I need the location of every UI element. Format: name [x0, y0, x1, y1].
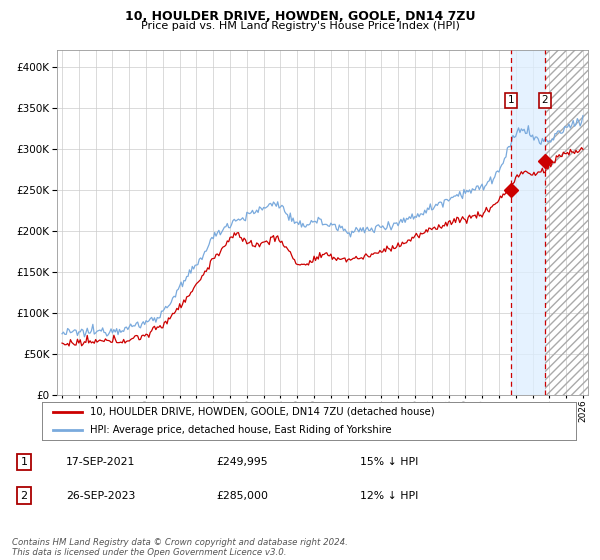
Text: 10, HOULDER DRIVE, HOWDEN, GOOLE, DN14 7ZU: 10, HOULDER DRIVE, HOWDEN, GOOLE, DN14 7… — [125, 10, 475, 23]
Text: 17-SEP-2021: 17-SEP-2021 — [66, 457, 136, 467]
Text: Contains HM Land Registry data © Crown copyright and database right 2024.
This d: Contains HM Land Registry data © Crown c… — [12, 538, 348, 557]
Text: 12% ↓ HPI: 12% ↓ HPI — [360, 491, 418, 501]
Bar — [511, 50, 545, 395]
Text: £285,000: £285,000 — [216, 491, 268, 501]
Text: 26-SEP-2023: 26-SEP-2023 — [66, 491, 136, 501]
Text: 2: 2 — [542, 95, 548, 105]
Text: 1: 1 — [508, 95, 514, 105]
Text: Price paid vs. HM Land Registry's House Price Index (HPI): Price paid vs. HM Land Registry's House … — [140, 21, 460, 31]
Text: 1: 1 — [20, 457, 28, 467]
Text: 15% ↓ HPI: 15% ↓ HPI — [360, 457, 418, 467]
Text: HPI: Average price, detached house, East Riding of Yorkshire: HPI: Average price, detached house, East… — [90, 426, 392, 436]
Text: 2: 2 — [20, 491, 28, 501]
Bar — [545, 50, 600, 395]
Text: £249,995: £249,995 — [216, 457, 268, 467]
Text: 10, HOULDER DRIVE, HOWDEN, GOOLE, DN14 7ZU (detached house): 10, HOULDER DRIVE, HOWDEN, GOOLE, DN14 7… — [90, 407, 434, 417]
